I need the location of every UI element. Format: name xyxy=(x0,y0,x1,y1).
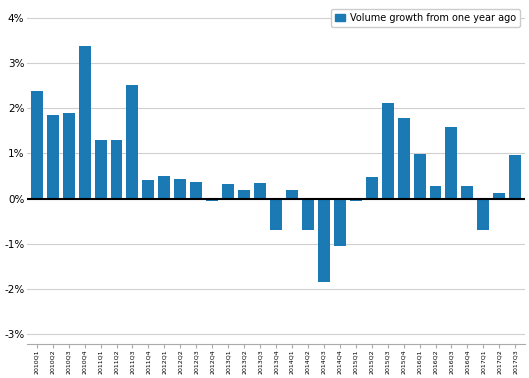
Bar xyxy=(126,85,139,199)
Bar xyxy=(238,190,250,199)
Bar xyxy=(111,140,123,199)
Bar xyxy=(509,155,521,199)
Bar xyxy=(142,180,154,199)
Bar xyxy=(430,186,442,199)
Bar xyxy=(414,154,425,199)
Bar xyxy=(222,184,234,199)
Bar xyxy=(366,177,378,199)
Bar xyxy=(158,176,170,199)
Bar xyxy=(334,199,346,246)
Bar xyxy=(175,179,186,199)
Bar xyxy=(254,183,266,199)
Bar xyxy=(398,118,409,199)
Bar xyxy=(302,199,314,231)
Bar xyxy=(286,190,298,199)
Bar xyxy=(270,199,282,231)
Bar xyxy=(31,91,43,199)
Legend: Volume growth from one year ago: Volume growth from one year ago xyxy=(332,9,520,27)
Bar xyxy=(445,127,458,199)
Bar xyxy=(382,103,394,199)
Bar xyxy=(206,199,218,201)
Bar xyxy=(318,199,330,282)
Bar xyxy=(79,46,90,199)
Bar xyxy=(62,113,75,199)
Bar xyxy=(350,199,362,201)
Bar xyxy=(494,193,505,199)
Bar xyxy=(47,115,59,199)
Bar xyxy=(190,181,202,199)
Bar xyxy=(477,199,489,229)
Bar xyxy=(95,140,106,199)
Bar xyxy=(461,186,473,199)
